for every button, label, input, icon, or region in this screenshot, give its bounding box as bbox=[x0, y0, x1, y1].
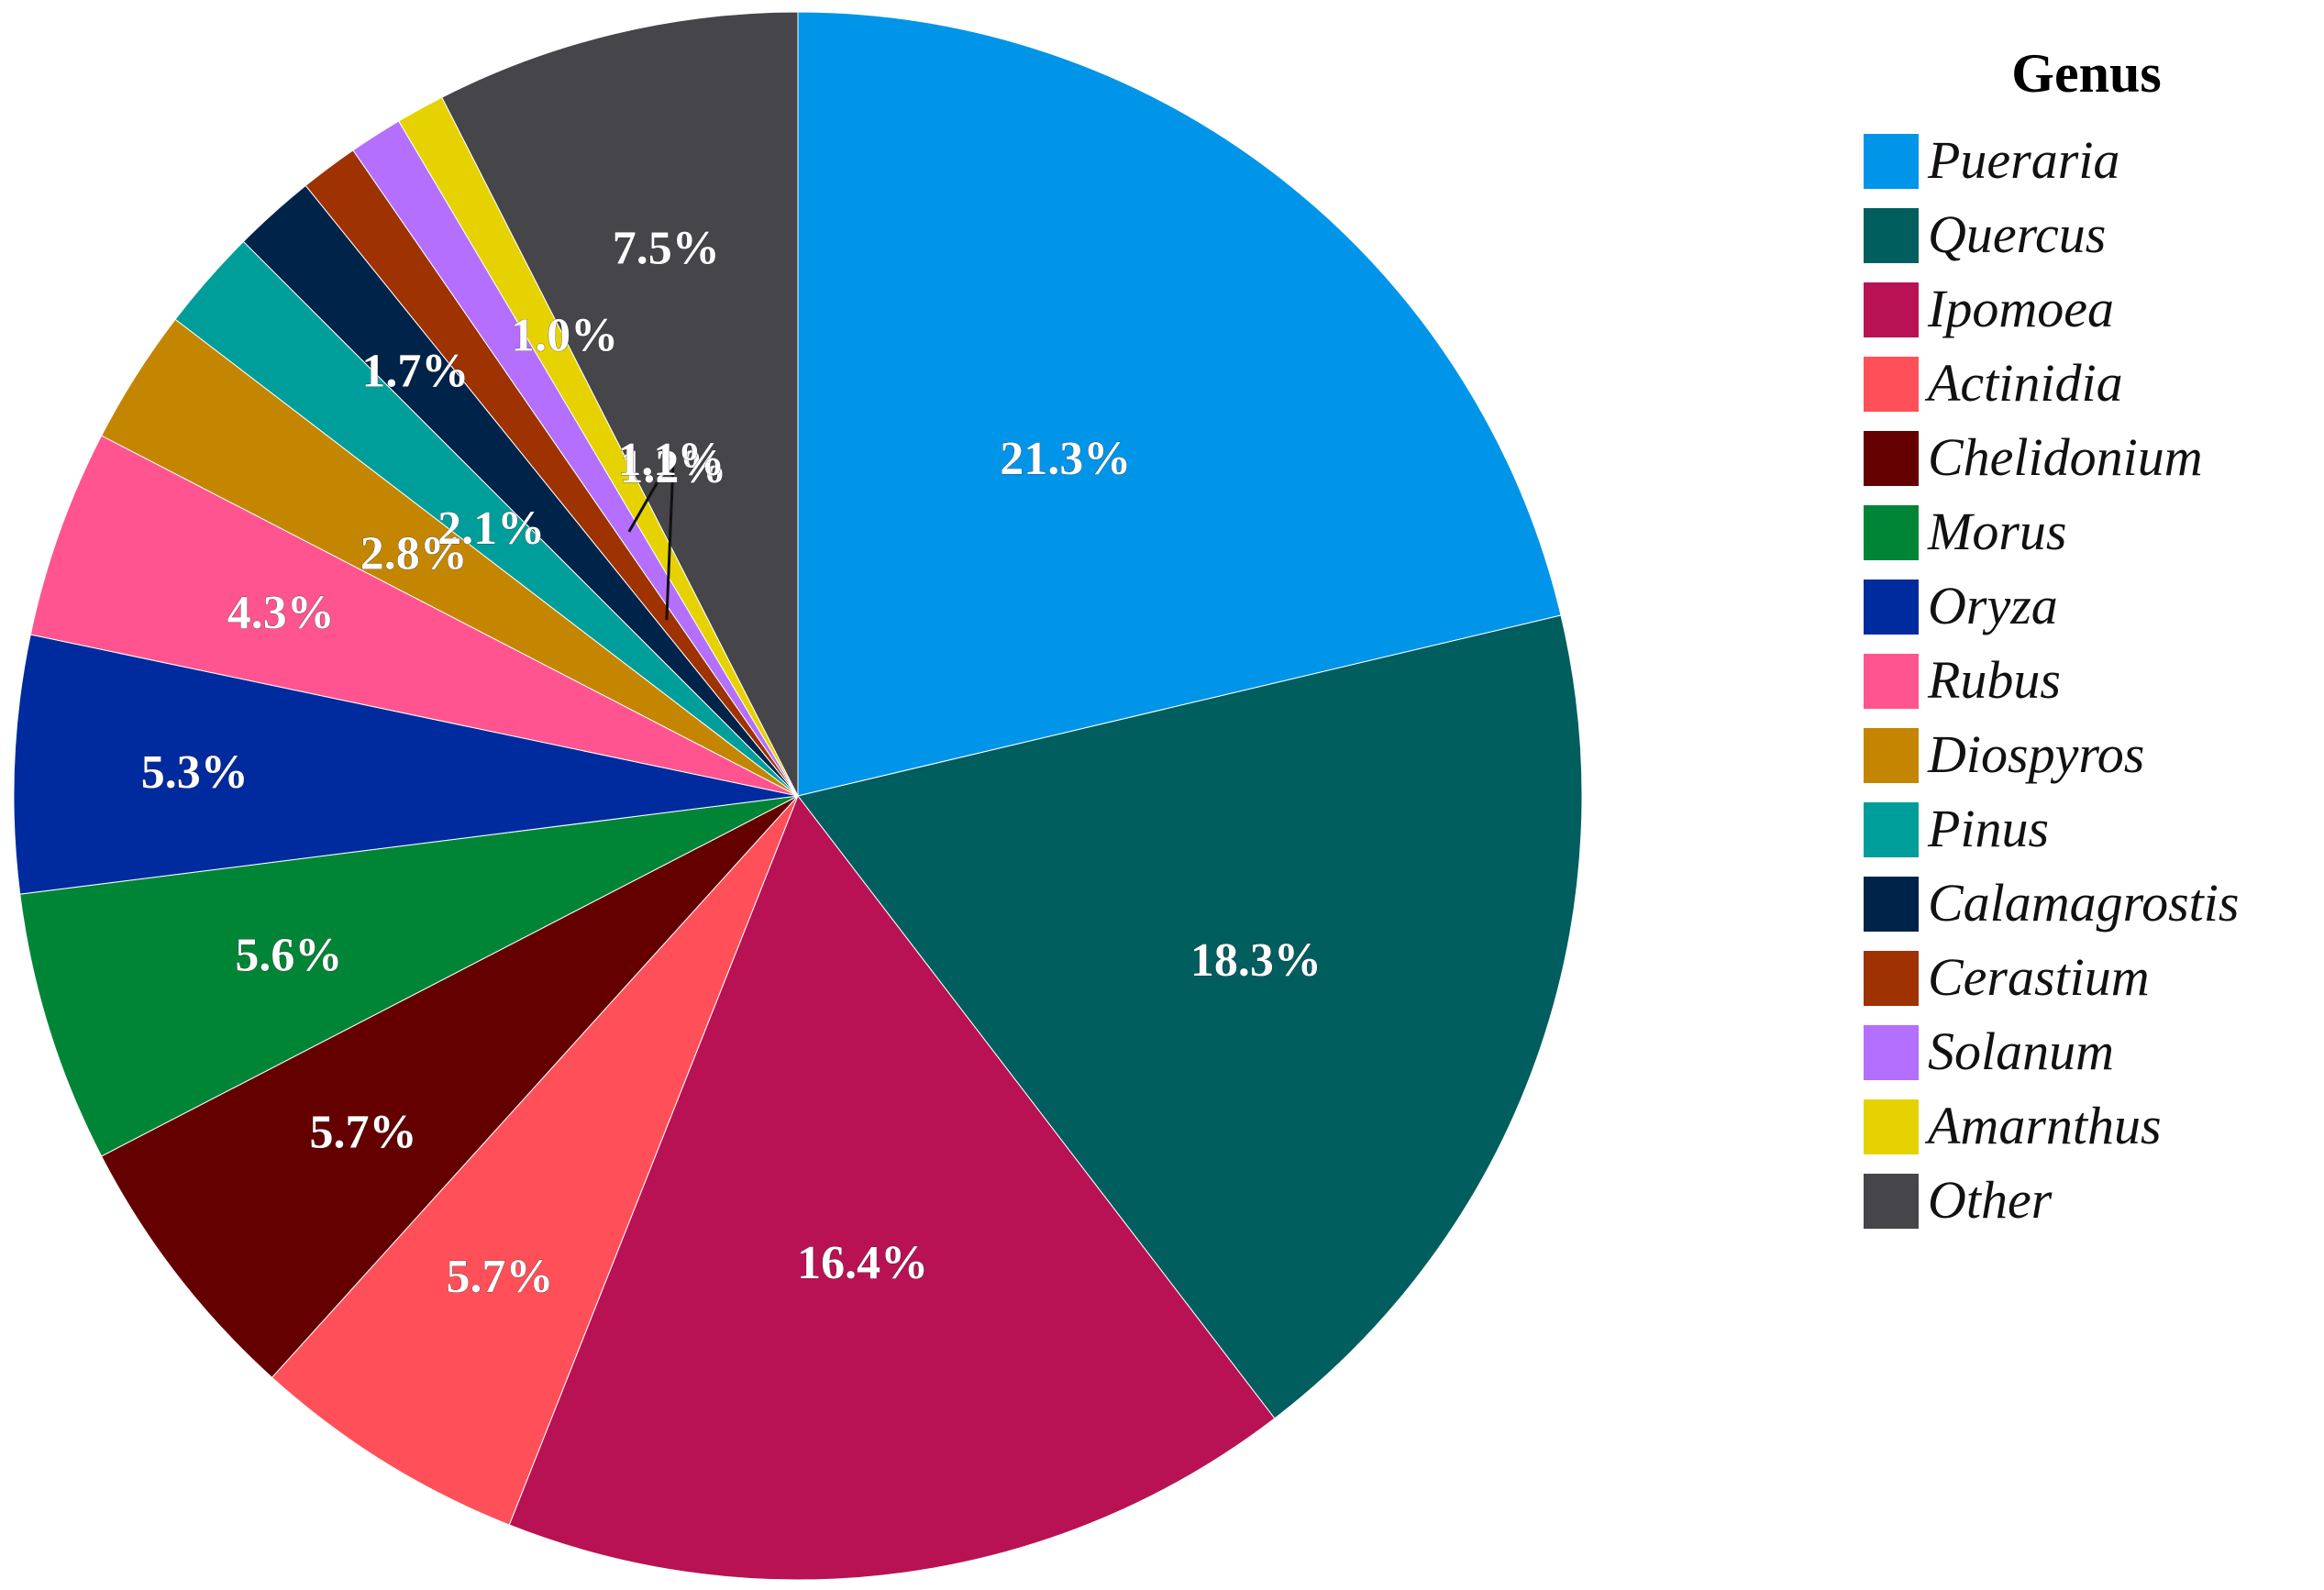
slice-labels: 21.3% 18.3% 16.4% 5.7% 5.7% 5.6% 5.3% 4.3% 2.8%2… bbox=[140, 222, 1322, 1303]
legend-swatch-ipomoea bbox=[1864, 282, 1919, 337]
legend-item-oryza: Oryza bbox=[1864, 576, 2058, 635]
legend-swatch-pinus bbox=[1864, 802, 1919, 857]
legend-swatch-diospyros bbox=[1864, 728, 1919, 783]
legend-swatch-cerastium bbox=[1864, 951, 1919, 1006]
legend-swatch-actinidia bbox=[1864, 357, 1919, 412]
pie-slice-ipomoea bbox=[508, 794, 1276, 1581]
slice-label-ipomoea: 16.4% bbox=[797, 1237, 928, 1289]
legend-swatch-calamagrostis bbox=[1864, 877, 1919, 932]
legend-swatch-chelidonium bbox=[1864, 431, 1919, 486]
legend-item-ipomoea: Ipomoea bbox=[1864, 279, 2114, 338]
slice-label-morus: 5.6% bbox=[235, 930, 342, 982]
slice-label-diospyros: 2.8% bbox=[360, 527, 468, 580]
legend-item-rubus: Rubus bbox=[1864, 650, 2061, 710]
legend-item-pinus: Pinus bbox=[1864, 799, 2049, 858]
legend-label-ipomoea: Ipomoea bbox=[1927, 279, 2114, 338]
legend-label-solanum: Solanum bbox=[1928, 1021, 2114, 1081]
slice-label-pueraria: 21.3% bbox=[1000, 433, 1131, 485]
legend-item-pueraria: Pueraria bbox=[1864, 130, 2119, 190]
pie-slice-rubus bbox=[29, 435, 799, 797]
legend-label-actinidia: Actinidia bbox=[1924, 353, 2123, 413]
legend-label-morus: Morus bbox=[1927, 502, 2066, 561]
legend-swatch-rubus bbox=[1864, 654, 1919, 709]
legend-item-solanum: Solanum bbox=[1864, 1021, 2114, 1081]
legend-label-cerastium: Cerastium bbox=[1928, 947, 2150, 1007]
pie-slice-actinidia bbox=[271, 795, 799, 1526]
legend-swatch-solanum bbox=[1864, 1025, 1919, 1080]
slice-label-quercus: 18.3% bbox=[1190, 934, 1322, 987]
legend-swatch-quercus bbox=[1864, 208, 1919, 263]
pie-slice-pueraria bbox=[797, 11, 1562, 797]
legend-item-diospyros: Diospyros bbox=[1864, 724, 2144, 784]
leader-line-cerastium bbox=[665, 466, 675, 621]
slice-label-chelidonium: 5.7% bbox=[309, 1106, 416, 1158]
legend-item-chelidonium: Chelidonium bbox=[1864, 427, 2203, 487]
legend-label-diospyros: Diospyros bbox=[1927, 724, 2144, 784]
slice-label-pinus: 2.1% bbox=[437, 502, 545, 555]
slice-label-oryza: 5.3% bbox=[141, 746, 249, 799]
legend-label-oryza: Oryza bbox=[1928, 576, 2058, 635]
pie-slice-quercus bbox=[797, 614, 1583, 1419]
slice-label-amarnthus: 1.0% bbox=[511, 309, 618, 361]
legend-item-cerastium: Cerastium bbox=[1864, 947, 2150, 1007]
legend-label-pinus: Pinus bbox=[1927, 799, 2049, 858]
leader-line-solanum bbox=[627, 458, 673, 533]
legend-label-quercus: Quercus bbox=[1928, 204, 2106, 264]
legend-swatch-pueraria bbox=[1864, 134, 1919, 189]
legend-item-quercus: Quercus bbox=[1864, 204, 2106, 264]
legend-swatch-morus bbox=[1864, 505, 1919, 560]
pie-slice-morus bbox=[19, 795, 799, 1157]
slice-label-solanum: 1.1% bbox=[617, 434, 725, 486]
legend-label-other: Other bbox=[1928, 1170, 2053, 1230]
leader-lines bbox=[627, 458, 675, 621]
legend-swatch-amarnthus bbox=[1864, 1099, 1919, 1154]
pie-slices bbox=[13, 11, 1583, 1581]
legend-item-calamagrostis: Calamagrostis bbox=[1864, 873, 2239, 933]
slice-label-other: 7.5% bbox=[613, 222, 720, 274]
legend-label-pueraria: Pueraria bbox=[1927, 130, 2119, 190]
slice-label-cerastium: 1.2% bbox=[619, 441, 726, 493]
legend-item-morus: Morus bbox=[1864, 502, 2066, 561]
legend-label-chelidonium: Chelidonium bbox=[1928, 427, 2203, 487]
slice-label-actinidia: 5.7% bbox=[447, 1251, 554, 1303]
legend-title: Genus bbox=[2011, 43, 2161, 104]
slice-label-rubus: 4.3% bbox=[227, 587, 335, 639]
legend-item-other: Other bbox=[1864, 1170, 2053, 1230]
legend-label-amarnthus: Amarnthus bbox=[1924, 1096, 2162, 1155]
legend-label-rubus: Rubus bbox=[1927, 650, 2061, 710]
pie-slice-other bbox=[441, 11, 799, 797]
legend-swatch-oryza bbox=[1864, 580, 1919, 635]
legend-label-calamagrostis: Calamagrostis bbox=[1928, 873, 2239, 933]
pie-slice-chelidonium bbox=[100, 795, 799, 1378]
legend-items: Pueraria Quercus Ipomoea Actinidia Chelidoni… bbox=[1864, 130, 2239, 1230]
legend-item-amarnthus: Amarnthus bbox=[1864, 1096, 2162, 1155]
pie-slice-oryza bbox=[13, 634, 799, 895]
legend-item-actinidia: Actinidia bbox=[1864, 353, 2123, 413]
legend: Genus Pueraria Quercus Ipomoea Actinidia Che… bbox=[1864, 43, 2239, 1230]
slice-label-calamagrostis: 1.7% bbox=[361, 346, 469, 398]
legend-swatch-other bbox=[1864, 1174, 1919, 1229]
